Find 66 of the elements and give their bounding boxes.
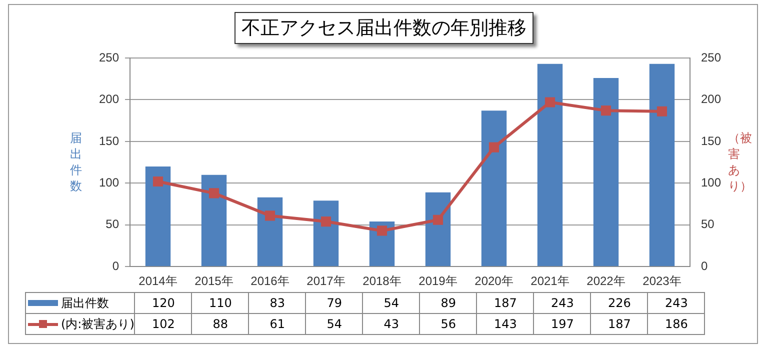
bar [537, 64, 563, 266]
bar [201, 174, 227, 266]
point [264, 210, 276, 221]
y2-tick-label: 50 [701, 217, 715, 232]
chart-title: 不正アクセス届出件数の年別推移 [234, 12, 534, 44]
x-tick-label: 2020年 [474, 274, 514, 288]
bar [313, 200, 339, 266]
data-label: 143 [476, 314, 534, 334]
x-tick-label: 2019年 [418, 274, 458, 288]
x-tick-label: 2015年 [194, 274, 234, 288]
data-label: 187 [590, 314, 648, 334]
y2-tick-label: 250 [701, 50, 722, 64]
point [208, 188, 220, 198]
point [488, 142, 500, 152]
legend-label: 届出件数 [26, 292, 135, 314]
data-label: 79 [306, 292, 363, 314]
y-tick-label: 200 [98, 92, 120, 106]
bar [481, 110, 507, 266]
point [432, 214, 444, 225]
x-tick-label: 2016年 [250, 274, 290, 288]
data-label: 54 [306, 314, 363, 334]
y-tick-label: 150 [98, 134, 120, 148]
data-label: 243 [648, 292, 705, 314]
data-label: 56 [420, 314, 477, 334]
point [656, 106, 668, 116]
y2-tick-label: 200 [701, 92, 722, 106]
x-tick-label: 2023年 [642, 274, 682, 288]
y-axis-title: 届出件数 [70, 130, 83, 194]
data-label: 226 [590, 292, 648, 314]
data-label: 89 [420, 292, 477, 314]
x-tick-label: 2014年 [138, 274, 178, 288]
y2-tick-label: 100 [701, 175, 722, 190]
data-label: 110 [192, 292, 249, 314]
x-tick-label: 2021年 [530, 274, 570, 288]
y-tick-label: 0 [112, 258, 120, 273]
data-label: 102 [134, 314, 192, 334]
x-tick-label: 2017年 [306, 274, 346, 288]
data-label: 61 [248, 314, 306, 334]
point [600, 106, 612, 116]
data-label: 120 [134, 292, 192, 314]
point [376, 226, 388, 236]
data-label: 83 [248, 292, 306, 314]
data-label: 54 [362, 292, 420, 314]
bar [257, 197, 283, 266]
y-tick-label: 50 [106, 217, 120, 232]
data-label: 243 [534, 292, 591, 314]
data-label: 186 [648, 314, 705, 334]
x-tick-label: 2022年 [586, 274, 626, 288]
y2-tick-label: 150 [701, 134, 722, 148]
point [152, 176, 164, 187]
legend-label: (内:被害あり) [26, 314, 135, 334]
point [320, 216, 332, 227]
y-tick-label: 250 [98, 50, 120, 64]
y2-axis-title: （被害あり） [728, 130, 752, 194]
x-tick-label: 2018年 [362, 274, 402, 288]
point [544, 97, 556, 108]
y2-tick-label: 0 [701, 258, 708, 273]
bar [593, 78, 619, 266]
bar [145, 166, 171, 266]
data-label: 88 [192, 314, 249, 334]
data-label: 187 [476, 292, 534, 314]
y-tick-label: 100 [98, 175, 120, 190]
bar [425, 192, 451, 266]
bar [649, 64, 675, 266]
data-label: 43 [362, 314, 420, 334]
data-label: 197 [534, 314, 591, 334]
